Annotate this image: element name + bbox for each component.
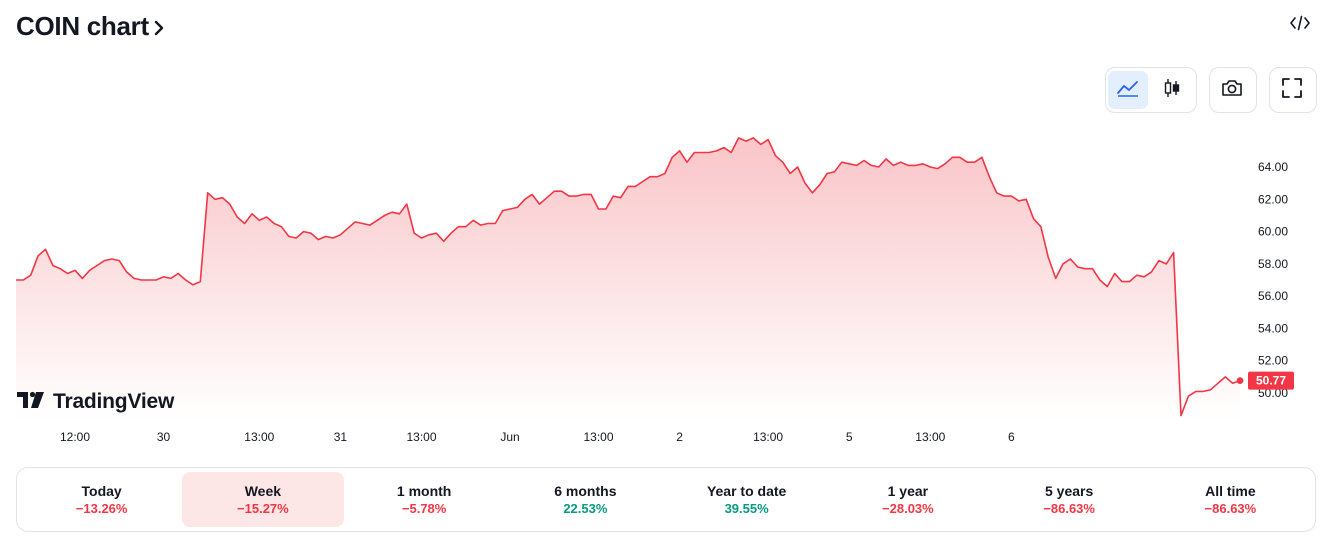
y-tick-label: 54.00 (1258, 321, 1288, 335)
x-tick-label: 13:00 (583, 430, 613, 444)
period-change: −15.27% (237, 501, 289, 516)
y-tick-label: 56.00 (1258, 289, 1288, 303)
x-tick-label: 30 (157, 430, 171, 444)
period-tab-1-year[interactable]: 1 year −28.03% (827, 472, 988, 527)
chevron-right-icon (153, 20, 165, 36)
y-tick-label: 64.00 (1258, 160, 1288, 174)
fullscreen-button[interactable] (1272, 71, 1312, 109)
screenshot-button[interactable] (1212, 71, 1252, 109)
period-tab-1-month[interactable]: 1 month −5.78% (344, 472, 505, 527)
period-tab-today[interactable]: Today −13.26% (21, 472, 182, 527)
price-chart[interactable]: 64.00 62.00 60.00 58.00 56.00 54.00 52.00 50.00… (0, 120, 1327, 450)
chart-title-link[interactable]: COIN chart (16, 9, 165, 43)
x-tick-label: 2 (676, 430, 683, 444)
tradingview-wordmark: TradingView (53, 390, 175, 413)
x-tick-label: 13:00 (915, 430, 945, 444)
period-tab-year-to-date[interactable]: Year to date 39.55% (666, 472, 827, 527)
period-change: −86.63% (1204, 501, 1257, 516)
period-tab-week[interactable]: Week −15.27% (182, 472, 344, 527)
x-tick-label: 13:00 (406, 430, 436, 444)
period-change: −13.26% (75, 501, 128, 516)
fullscreen-icon (1281, 77, 1303, 104)
period-tab-5-years[interactable]: 5 years −86.63% (989, 472, 1150, 527)
x-tick-label: 5 (846, 430, 853, 444)
price-chart-svg: 64.0062.0060.0058.0056.0054.0052.0050.00… (16, 137, 1294, 444)
period-label: 6 months (554, 483, 617, 499)
screenshot-group (1209, 67, 1257, 113)
x-tick-label: 13:00 (753, 430, 783, 444)
period-change: −5.78% (401, 501, 447, 516)
area-chart-button[interactable] (1108, 71, 1148, 109)
candlestick-chart-icon (1161, 77, 1183, 104)
price-area-fill (16, 137, 1240, 420)
y-tick-label: 62.00 (1258, 192, 1288, 206)
period-tab-all-time[interactable]: All time −86.63% (1150, 472, 1311, 527)
period-label: Today (81, 483, 122, 499)
x-tick-label: 6 (1008, 430, 1015, 444)
y-tick-label: 58.00 (1258, 257, 1288, 271)
period-label: Week (244, 483, 282, 499)
tradingview-logo (17, 391, 47, 414)
y-tick-label: 60.00 (1258, 225, 1288, 239)
last-price-badge (1248, 371, 1294, 390)
period-selector: Today −13.26% Week −15.27% 1 month −5.78% 6 mo… (16, 467, 1316, 532)
x-tick-label: 12:00 (60, 430, 90, 444)
x-tick-label: 13:00 (244, 430, 274, 444)
y-tick-label: 52.00 (1258, 354, 1288, 368)
camera-icon (1220, 78, 1244, 103)
period-change: −86.63% (1043, 501, 1095, 516)
tradingview-watermark[interactable]: TradingView (17, 390, 174, 414)
period-label: Year to date (706, 483, 787, 499)
period-change: 22.53% (563, 501, 608, 516)
period-tab-6-months[interactable]: 6 months 22.53% (505, 472, 666, 527)
code-brackets-icon (1289, 14, 1311, 37)
chart-type-toggle (1105, 67, 1197, 113)
fullscreen-group (1269, 67, 1317, 113)
period-change: −28.03% (882, 501, 934, 516)
period-label: 1 year (887, 483, 929, 499)
page-title: COIN chart (16, 10, 149, 41)
area-chart-icon (1116, 78, 1140, 103)
period-label: All time (1205, 483, 1256, 499)
last-price-dot (1236, 377, 1244, 384)
price-line (16, 137, 1241, 417)
candlestick-chart-button[interactable] (1152, 71, 1192, 109)
x-tick-label: 31 (334, 430, 348, 444)
embed-code-button[interactable] (1284, 10, 1316, 40)
x-tick-label: Jun (500, 430, 519, 444)
period-change: 39.55% (724, 501, 769, 516)
period-label: 1 month (396, 483, 452, 499)
last-price-label: 50.77 (1256, 374, 1286, 388)
period-label: 5 years (1044, 483, 1094, 499)
